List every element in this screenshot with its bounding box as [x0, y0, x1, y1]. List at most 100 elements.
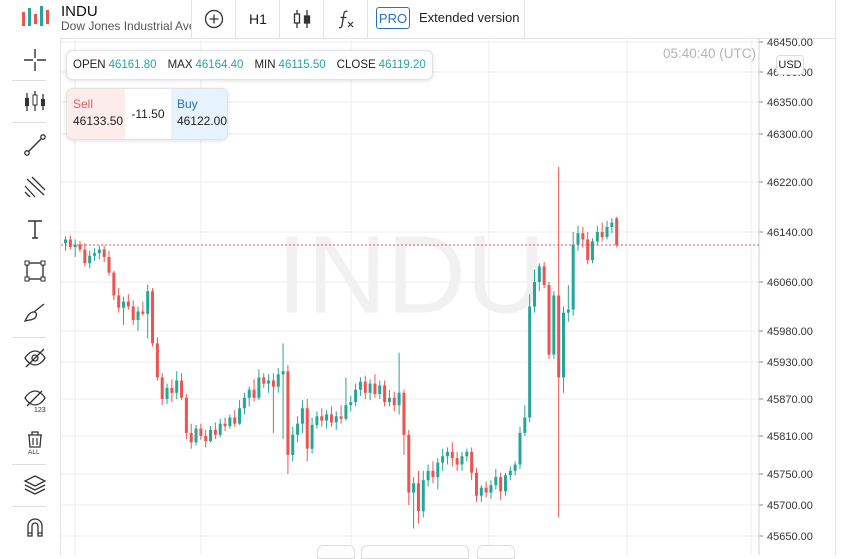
candle-body	[465, 451, 469, 457]
rectangle-tool[interactable]	[12, 253, 58, 289]
candle-body	[112, 272, 116, 296]
crosshair-icon	[24, 49, 46, 71]
candle-body	[315, 416, 319, 425]
sell-price: 46133.50	[73, 114, 124, 128]
candle-body	[547, 285, 551, 355]
extended-version-label: Extended version	[419, 10, 520, 25]
candle-body	[479, 487, 483, 496]
candle-body	[107, 257, 111, 273]
candle-body	[416, 483, 420, 512]
extended-version-button[interactable]: PRO Extended version	[367, 0, 525, 38]
toolbar-divider	[12, 337, 46, 338]
bottom-control[interactable]	[477, 545, 515, 559]
candle-body	[595, 232, 599, 242]
candle-body	[262, 377, 266, 384]
candle-body	[600, 232, 604, 237]
candle-body	[271, 380, 275, 387]
candle-body	[136, 311, 140, 320]
candles-tool[interactable]	[12, 84, 58, 120]
candle-body	[368, 383, 372, 393]
candle-body	[242, 397, 246, 409]
candle-body	[591, 241, 595, 261]
candle-body	[605, 227, 609, 237]
candle-body	[286, 371, 290, 455]
hide-indicators-tool[interactable]: 123	[12, 382, 58, 418]
candle-body	[537, 266, 541, 282]
timeframe-button[interactable]: H1	[235, 0, 280, 38]
candle-body	[329, 414, 333, 423]
svg-text:123: 123	[34, 407, 46, 413]
brush-tool[interactable]	[12, 295, 58, 331]
candle-body	[581, 233, 585, 240]
candle-body	[373, 383, 377, 395]
candle-body	[141, 311, 145, 314]
candle-body	[276, 374, 280, 387]
candle-body	[122, 301, 126, 308]
layers-tool[interactable]	[12, 467, 58, 503]
candle-body	[175, 380, 179, 393]
candle-body	[397, 392, 401, 406]
symbol-description: Dow Jones Industrial Average	[61, 19, 191, 33]
top-bar: INDU Dow Jones Industrial Average H1 PRO…	[0, 0, 835, 39]
candle-body	[557, 295, 561, 378]
candle-body	[339, 416, 343, 419]
bottom-control[interactable]	[361, 545, 469, 559]
candle-body	[441, 456, 445, 463]
hide-123-icon: 123	[24, 390, 46, 413]
candle-body	[194, 428, 198, 443]
candle-body	[571, 244, 575, 310]
buy-button[interactable]: Buy 46122.00	[170, 89, 227, 139]
y-tick-label: 46220.00	[767, 177, 813, 189]
candle-body	[281, 371, 285, 375]
ohlc-legend: OPEN 46161.80 MAX 46164.40 MIN 46115.50 CLO…	[66, 50, 433, 80]
candle-body	[431, 470, 435, 478]
pro-badge: PRO	[376, 7, 410, 29]
fib-icon	[24, 176, 46, 198]
indicators-button[interactable]	[323, 0, 368, 38]
text-tool[interactable]	[12, 211, 58, 247]
drawing-toolbar: 123 ALL	[0, 38, 61, 555]
candle-body	[445, 451, 449, 457]
bottom-control[interactable]	[317, 545, 355, 559]
magnet-tool[interactable]	[12, 509, 58, 545]
y-tick-label: 46060.00	[767, 277, 813, 289]
candle-body	[503, 475, 507, 492]
candle-body	[213, 429, 217, 435]
candle-body	[102, 249, 106, 257]
crosshair-tool[interactable]	[12, 42, 58, 78]
candle-body	[305, 408, 309, 449]
chart-type-button[interactable]	[279, 0, 324, 38]
candle-body	[97, 249, 101, 254]
candle-body	[334, 416, 338, 423]
candle-body	[146, 291, 150, 314]
candle-body	[407, 434, 411, 493]
y-tick-label: 46450.00	[767, 38, 813, 49]
candle-body	[566, 309, 570, 313]
buy-label: Buy	[176, 97, 198, 111]
candle-body	[523, 417, 527, 433]
candle-body	[358, 381, 362, 390]
toolbar-divider	[12, 506, 46, 507]
add-indicator-button[interactable]	[191, 0, 236, 38]
min-label: MIN	[254, 59, 276, 71]
symbol-name[interactable]: INDU	[61, 3, 98, 20]
fib-tool[interactable]	[12, 169, 58, 205]
sell-button[interactable]: Sell 46133.50	[67, 89, 125, 139]
candle-body	[513, 464, 517, 471]
candle-body	[117, 295, 121, 308]
candle-body	[83, 249, 87, 264]
candle-body	[532, 282, 536, 307]
currency-button[interactable]: USD	[776, 55, 804, 75]
candle-body	[450, 451, 454, 459]
trendline-tool[interactable]	[12, 127, 58, 163]
candle-body	[238, 408, 242, 424]
candle-body	[489, 485, 493, 493]
y-tick-label: 45810.00	[767, 431, 813, 443]
delete-all-tool[interactable]: ALL	[12, 424, 58, 460]
hide-drawings-tool[interactable]	[12, 340, 58, 376]
candle-body	[494, 477, 498, 486]
timeframe-label: H1	[249, 11, 267, 27]
text-icon	[28, 220, 42, 239]
candle-body	[228, 417, 232, 427]
candle-body	[320, 416, 324, 421]
